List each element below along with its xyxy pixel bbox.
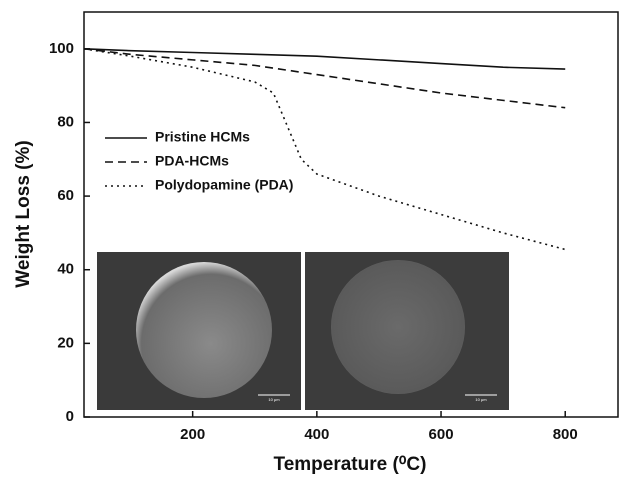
y-tick-label: 20 — [57, 334, 74, 351]
chart: 10 μm 10 μm Temperature (⁰C) Weight Loss… — [0, 0, 621, 477]
x-tick-label: 400 — [304, 426, 329, 443]
inset-right — [305, 252, 509, 410]
y-tick-label: 60 — [57, 187, 74, 204]
y-tick-label: 80 — [57, 113, 74, 130]
x-axis-label: Temperature (⁰C) — [274, 454, 427, 475]
x-tick-label: 600 — [429, 426, 454, 443]
data-line — [84, 49, 565, 250]
y-tick-label: 40 — [57, 261, 74, 278]
y-axis-label: Weight Loss (%) — [13, 140, 34, 287]
y-tick-label: 0 — [66, 408, 74, 425]
data-line — [84, 49, 565, 69]
scale-label: 10 μm — [268, 397, 280, 402]
x-tick-label: 800 — [553, 426, 578, 443]
legend-label: Pristine HCMs — [155, 129, 250, 145]
legend-label: PDA-HCMs — [155, 153, 229, 169]
legend-label: Polydopamine (PDA) — [155, 177, 293, 193]
inset-left — [97, 252, 301, 410]
y-tick-label: 100 — [49, 40, 74, 57]
x-tick-label: 200 — [180, 426, 205, 443]
data-line — [84, 49, 565, 108]
scale-label: 10 μm — [475, 397, 487, 402]
